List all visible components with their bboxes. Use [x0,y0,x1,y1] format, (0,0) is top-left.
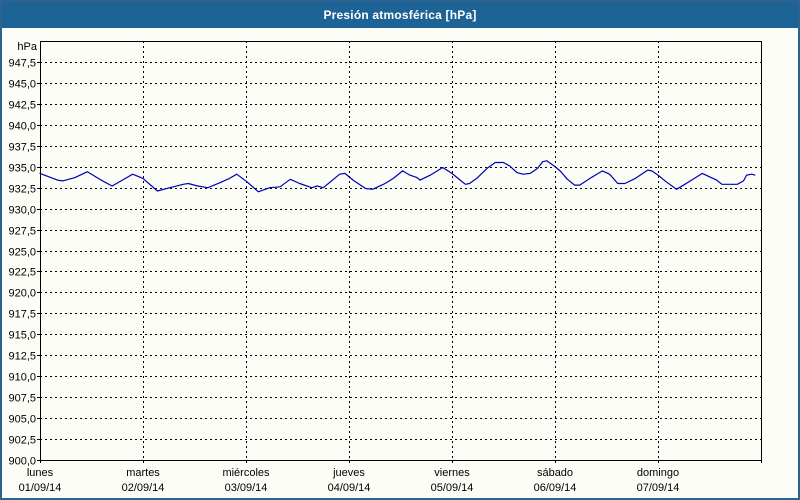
pressure-chart: 947,5 945,0 942,5 940,0 937,5 935,0 932,5 930,0… [8,41,762,494]
y-tick-label: 900,0 [8,456,36,468]
x-weekday-label: lunes [27,467,54,479]
y-tick-label: 945,0 [8,79,36,91]
x-date-label: 02/09/14 [122,482,165,494]
plot-border [40,41,762,461]
window-title-bar: Presión atmosférica [hPa] [2,2,798,28]
y-tick-label: 905,0 [8,414,36,426]
x-weekday-label: martes [126,467,160,479]
x-weekday-label: miércoles [222,467,270,479]
y-tick-label: 947,5 [8,58,36,70]
x-weekday-label: viernes [434,467,470,479]
y-tick-label: 927,5 [8,226,36,238]
y-tick-label: 935,0 [8,163,36,175]
y-tick-label: 932,5 [8,184,36,196]
y-tick-label: 937,5 [8,142,36,154]
y-tick-label: 915,0 [8,330,36,342]
y-tick-label: 940,0 [8,121,36,133]
x-date-label: 05/09/14 [431,482,474,494]
y-tick-label: 912,5 [8,351,36,363]
y-tick-label: 920,0 [8,288,36,300]
pressure-line [39,160,756,193]
y-tick-label: 907,5 [8,393,36,405]
y-tick-label: 925,0 [8,247,36,259]
window-title: Presión atmosférica [hPa] [323,8,477,22]
x-date-label: 07/09/14 [637,482,680,494]
y-tick-label: 902,5 [8,435,36,447]
x-date-label: 01/09/14 [19,482,62,494]
y-tick-label: 917,5 [8,309,36,321]
x-date-label: 06/09/14 [534,482,577,494]
y-tick-label: 942,5 [8,100,36,112]
x-date-label: 03/09/14 [225,482,268,494]
x-weekday-label: domingo [637,467,679,479]
y-axis-unit-label: hPa [17,41,37,53]
x-weekday-label: sábado [537,467,573,479]
x-weekday-label: jueves [332,467,365,479]
x-date-label: 04/09/14 [328,482,371,494]
y-tick-label: 930,0 [8,205,36,217]
y-tick-label: 922,5 [8,267,36,279]
y-tick-label: 910,0 [8,372,36,384]
